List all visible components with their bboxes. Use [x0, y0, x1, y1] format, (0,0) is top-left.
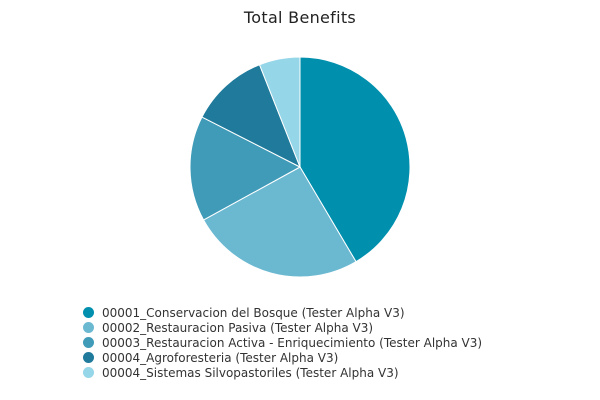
pie-slice-1[interactable]: [299, 56, 411, 263]
legend-item-4[interactable]: 00004_Agroforesteria (Tester Alpha V3): [83, 350, 482, 365]
legend-item-2[interactable]: 00002_Restauracion Pasiva (Tester Alpha …: [83, 320, 482, 335]
legend: 00001_Conservacion del Bosque (Tester Al…: [83, 305, 482, 380]
legend-swatch-icon: [83, 367, 94, 378]
legend-swatch-icon: [83, 322, 94, 333]
chart-title: Total Benefits: [243, 8, 357, 27]
legend-swatch-icon: [83, 337, 94, 348]
pie-slice-2[interactable]: [202, 166, 357, 278]
legend-swatch-icon: [83, 307, 94, 318]
legend-swatch-icon: [83, 352, 94, 363]
legend-item-3[interactable]: 00003_Restauracion Activa - Enriquecimie…: [83, 335, 482, 350]
legend-label: 00004_Sistemas Silvopastoriles (Tester A…: [102, 365, 399, 380]
pie-slice-3[interactable]: [189, 116, 302, 221]
pie-slice-5[interactable]: [258, 56, 301, 168]
legend-label: 00001_Conservacion del Bosque (Tester Al…: [102, 305, 405, 320]
legend-item-1[interactable]: 00001_Conservacion del Bosque (Tester Al…: [83, 305, 482, 320]
legend-label: 00003_Restauracion Activa - Enriquecimie…: [102, 335, 483, 350]
legend-label: 00004_Agroforesteria (Tester Alpha V3): [102, 350, 339, 365]
pie-slice-4[interactable]: [201, 64, 301, 169]
legend-item-5[interactable]: 00004_Sistemas Silvopastoriles (Tester A…: [83, 365, 482, 380]
legend-label: 00002_Restauracion Pasiva (Tester Alpha …: [102, 320, 374, 335]
